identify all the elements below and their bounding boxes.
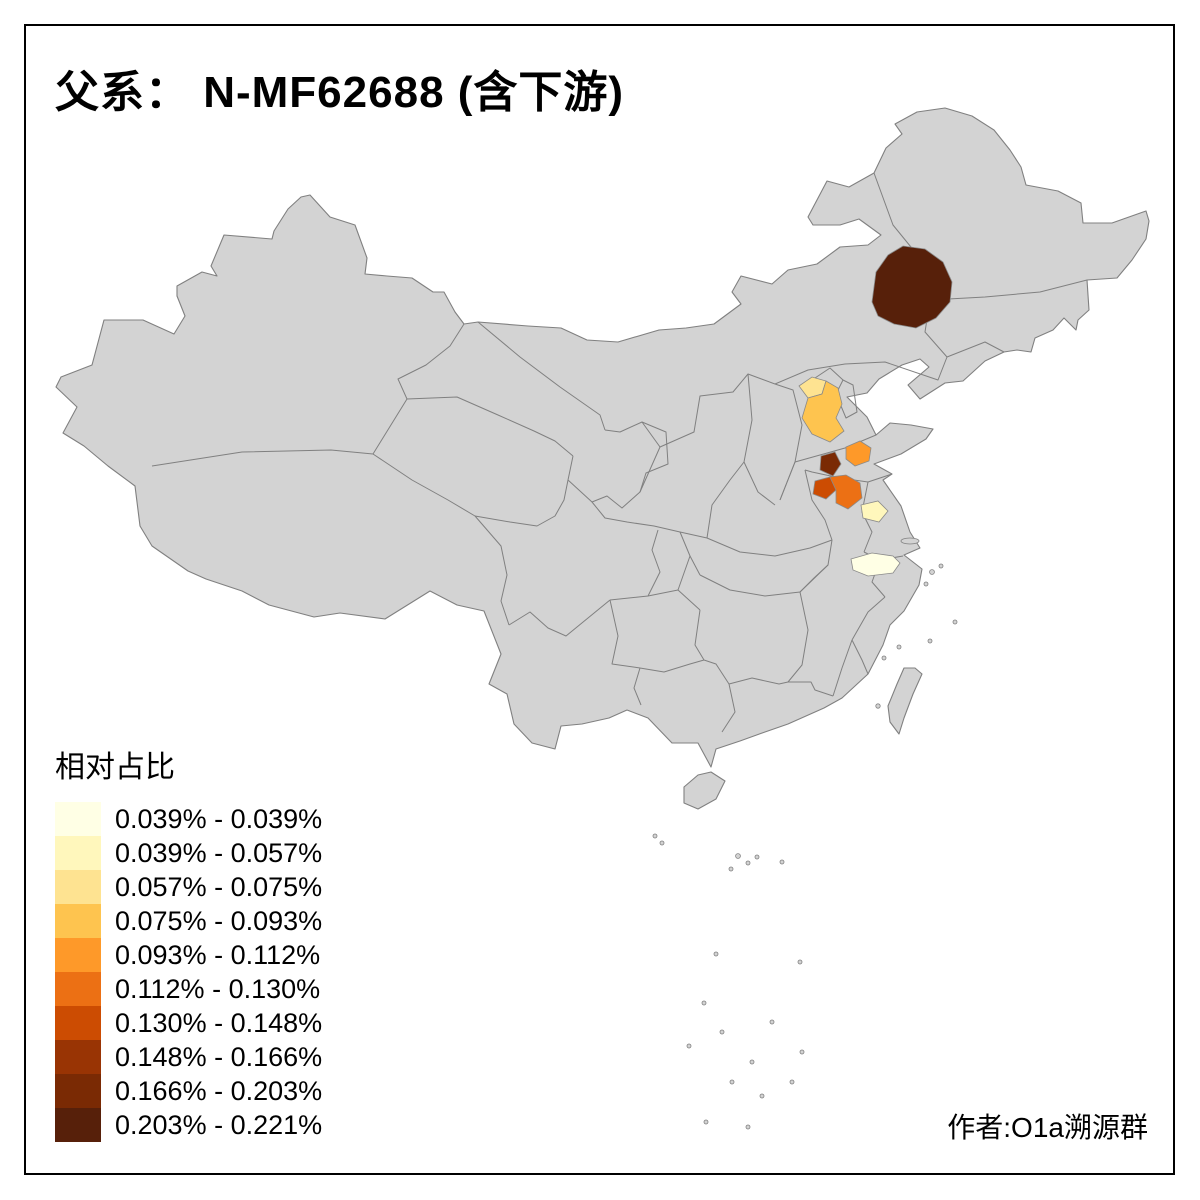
legend-label: 0.039% - 0.057% (115, 837, 323, 868)
map-region-8 (860, 500, 889, 523)
legend-label: 0.093% - 0.112% (115, 939, 321, 970)
map-region-1 (871, 245, 953, 329)
legend-row: 0.203% - 0.221% (55, 1108, 322, 1142)
legend-row: 0.130% - 0.148% (55, 1006, 322, 1040)
page-title: 父系： N-MF62688 (含下游) (55, 68, 625, 117)
legend-label: 0.166% - 0.203% (115, 1075, 323, 1106)
highlighted-regions (798, 245, 953, 577)
legend: 相对占比 0.039% - 0.039% 0.039% - 0.057% 0.0… (55, 742, 322, 1142)
legend-row: 0.166% - 0.203% (55, 1074, 322, 1108)
map-region-7 (829, 474, 863, 510)
legend-swatch (55, 836, 101, 870)
author-credit: 作者:O1a溯源群 (947, 1112, 1148, 1143)
map-region-4 (845, 440, 872, 467)
legend-swatch (55, 972, 101, 1006)
legend-label: 0.057% - 0.075% (115, 871, 323, 902)
legend-row: 0.039% - 0.039% (55, 802, 322, 836)
province-borders (151, 172, 1088, 733)
legend-label: 0.130% - 0.148% (115, 1007, 323, 1038)
hainan-island (683, 771, 726, 810)
legend-label: 0.039% - 0.039% (115, 803, 323, 834)
legend-swatch (55, 1006, 101, 1040)
legend-title: 相对占比 (55, 751, 175, 784)
map-region-9 (850, 552, 901, 577)
legend-swatch (55, 1108, 101, 1142)
legend-swatch (55, 870, 101, 904)
legend-swatch (55, 904, 101, 938)
legend-row: 0.148% - 0.166% (55, 1040, 322, 1074)
legend-label: 0.075% - 0.093% (115, 905, 323, 936)
legend-row: 0.112% - 0.130% (55, 972, 322, 1006)
legend-swatch (55, 1040, 101, 1074)
map-region-3 (801, 380, 845, 443)
legend-swatch (55, 802, 101, 836)
legend-swatch (55, 938, 101, 972)
legend-row: 0.093% - 0.112% (55, 938, 322, 972)
map-region-6 (812, 476, 837, 500)
taiwan-island (887, 667, 923, 735)
small-islands (652, 537, 958, 1130)
map-region-5 (819, 451, 842, 477)
legend-row: 0.039% - 0.057% (55, 836, 322, 870)
legend-row: 0.057% - 0.075% (55, 870, 322, 904)
legend-label: 0.148% - 0.166% (115, 1041, 323, 1072)
legend-row: 0.075% - 0.093% (55, 904, 322, 938)
china-mainland (55, 107, 1150, 768)
legend-label: 0.203% - 0.221% (115, 1109, 323, 1140)
legend-label: 0.112% - 0.130% (115, 973, 321, 1004)
legend-swatch (55, 1074, 101, 1108)
